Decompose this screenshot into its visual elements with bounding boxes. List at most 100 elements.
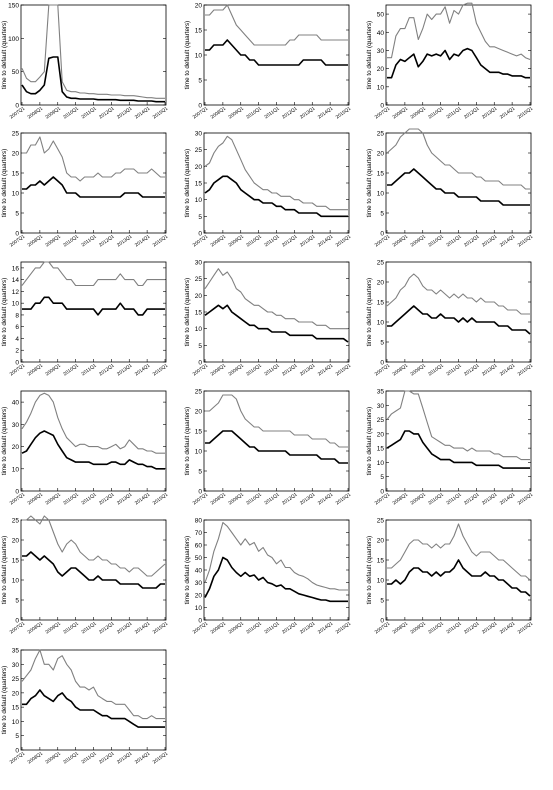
y-tick-label: 15 [195, 310, 203, 317]
y-tick-label: 10 [195, 449, 203, 456]
series-line-upper [387, 2, 531, 61]
y-tick-label: 35 [12, 648, 20, 655]
y-tick-label: 15 [377, 171, 385, 178]
x-tick-label: 2013Q1 [299, 492, 317, 507]
x-tick-label: 2015Q1 [517, 621, 535, 636]
y-tick-label: 10 [377, 320, 385, 327]
x-tick-label: 2011Q1 [81, 234, 98, 249]
series-line-upper [21, 4, 165, 99]
y-tick-label: 5 [198, 214, 202, 221]
x-tick-label: 2009Q1 [44, 492, 62, 507]
x-tick-label: 2009Q1 [44, 234, 62, 249]
x-tick-label: 2009Q1 [409, 106, 427, 121]
x-tick-label: 2010Q1 [62, 106, 80, 121]
x-tick-label: 2014Q1 [499, 106, 517, 121]
y-tick-label: 20 [195, 293, 203, 300]
x-tick-label: 2013Q1 [481, 234, 499, 249]
x-tick-label: 2008Q1 [392, 106, 410, 121]
x-tick-label: 2014Q1 [317, 106, 335, 121]
y-axis-label: time to default (quarters) [1, 149, 8, 218]
y-tick-label: 0 [15, 618, 19, 625]
x-tick-label: 2011Q1 [81, 363, 98, 378]
y-tick-label: 50 [12, 69, 20, 76]
x-tick-label: 2011Q1 [446, 492, 463, 507]
x-tick-label: 2014Q1 [499, 621, 517, 636]
x-tick-label: 2008Q1 [392, 492, 410, 507]
y-tick-label: 10 [377, 84, 385, 91]
y-axis-label: time to default (quarters) [366, 278, 373, 347]
x-tick-label: 2011Q1 [81, 492, 98, 507]
y-tick-label: 30 [195, 131, 203, 138]
x-tick-label: 2010Q1 [245, 492, 263, 507]
x-tick-label: 2011Q1 [264, 106, 281, 121]
y-tick-label: 25 [195, 389, 203, 396]
x-tick-label: 2013Q1 [481, 621, 499, 636]
x-tick-label: 2015Q1 [517, 363, 535, 378]
x-tick-label: 2013Q1 [116, 492, 134, 507]
series-line-lower [205, 39, 348, 66]
series-line-lower [22, 296, 165, 316]
plot-area [203, 132, 350, 234]
x-tick-label: 2008Q1 [392, 234, 410, 249]
y-axis-label: time to default (quarters) [184, 407, 191, 476]
x-tick-label: 2009Q1 [227, 363, 245, 378]
y-tick-label: 6 [15, 324, 19, 331]
y-tick-label: 10 [195, 326, 203, 333]
y-tick-label: 10 [377, 578, 385, 585]
y-tick-label: 15 [195, 28, 203, 35]
x-tick-label: 2008Q1 [210, 106, 228, 121]
x-tick-label: 2013Q1 [481, 492, 499, 507]
x-tick-label: 2012Q1 [98, 492, 116, 507]
x-tick-label: 2011Q1 [264, 492, 281, 507]
y-tick-label: 25 [377, 518, 385, 525]
x-tick-label: 2013Q1 [299, 621, 317, 636]
x-tick-label: 2010Q1 [62, 751, 80, 766]
y-axis-label: time to default (quarters) [184, 536, 191, 605]
x-tick-label: 2009Q1 [227, 492, 245, 507]
y-tick-label: 15 [377, 558, 385, 565]
plot-area [20, 4, 167, 106]
y-tick-label: 20 [195, 409, 203, 416]
x-tick-label: 2012Q1 [98, 621, 116, 636]
y-tick-label: 30 [12, 422, 20, 429]
y-tick-label: 25 [12, 518, 20, 525]
y-tick-label: 20 [12, 690, 20, 697]
y-tick-label: 40 [377, 30, 385, 37]
y-tick-label: 0 [15, 748, 19, 755]
y-tick-label: 10 [195, 53, 203, 60]
x-tick-label: 2012Q1 [98, 106, 116, 121]
y-tick-label: 60 [195, 543, 203, 550]
x-tick-label: 2012Q1 [281, 234, 299, 249]
x-tick-label: 2008Q1 [27, 621, 45, 636]
y-tick-label: 15 [377, 446, 385, 453]
x-tick-label: 2012Q1 [98, 751, 116, 766]
x-tick-label: 2014Q1 [134, 106, 152, 121]
x-tick-label: 2010Q1 [62, 621, 80, 636]
series-line-lower [205, 430, 348, 464]
y-tick-label: 5 [380, 474, 384, 481]
x-tick-label: 2009Q1 [227, 106, 245, 121]
y-tick-label: 5 [380, 598, 384, 605]
x-tick-label: 2012Q1 [281, 106, 299, 121]
y-tick-label: 10 [12, 191, 20, 198]
series-line-upper [386, 390, 530, 461]
x-tick-label: 2013Q1 [481, 363, 499, 378]
x-tick-label: 2013Q1 [299, 363, 317, 378]
y-tick-label: 10 [12, 301, 20, 308]
x-tick-label: 2011Q1 [446, 621, 463, 636]
x-tick-label: 2013Q1 [299, 106, 317, 121]
y-tick-label: 8 [15, 312, 19, 319]
y-tick-label: 30 [377, 403, 385, 410]
x-tick-label: 2013Q1 [299, 234, 317, 249]
x-tick-label: 2009Q1 [409, 621, 427, 636]
x-tick-label: 2008Q1 [27, 492, 45, 507]
x-tick-label: 2009Q1 [227, 234, 245, 249]
y-tick-label: 10 [195, 197, 203, 204]
x-tick-label: 2010Q1 [245, 621, 263, 636]
